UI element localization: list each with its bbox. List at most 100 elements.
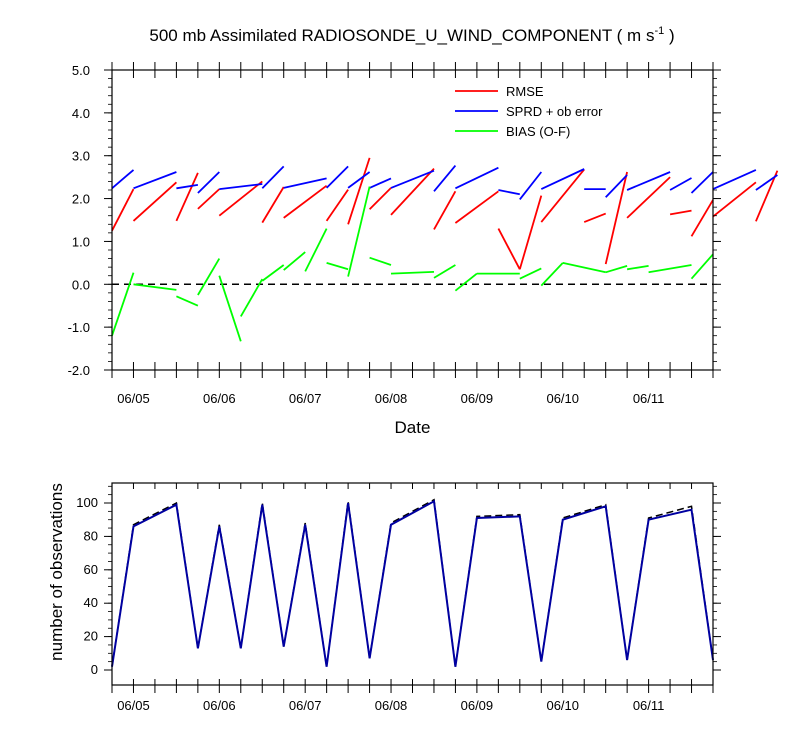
y-tick-label: 4.0 [72, 106, 90, 121]
series-segment [132, 181, 178, 222]
series-segment [369, 177, 392, 189]
series-segment [583, 212, 607, 223]
series-segment [347, 171, 371, 189]
series-segment [261, 186, 285, 224]
series-segment [261, 165, 285, 189]
legend-label: BIAS (O-F) [506, 124, 570, 139]
series-segment [433, 190, 457, 230]
y-tick-label: 5.0 [72, 63, 90, 78]
series-segment [218, 275, 242, 342]
series-segment [712, 181, 757, 218]
y-tick-label: 2.0 [72, 192, 90, 207]
x-tick-label: 06/07 [289, 698, 322, 713]
series-segment [219, 183, 263, 190]
series-segment [111, 188, 135, 232]
x-axis-title: Date [395, 418, 431, 437]
series-segment [368, 187, 392, 210]
y-tick-label: 0.0 [72, 277, 90, 292]
series-segment [283, 184, 328, 219]
series-segment [197, 171, 220, 194]
series-segment [755, 174, 778, 191]
series-segment [176, 295, 199, 307]
series-segment [604, 171, 628, 265]
y-tick-label: -1.0 [68, 320, 90, 335]
legend-label: RMSE [506, 84, 544, 99]
x-tick-label: 06/11 [633, 698, 665, 713]
series-segment [197, 258, 221, 296]
series-segment [648, 264, 692, 274]
x-tick-label: 06/10 [546, 391, 579, 406]
series-segment [669, 209, 692, 216]
y-tick-label: 40 [84, 595, 98, 610]
series-segment [197, 188, 220, 210]
series-segment [626, 265, 649, 271]
chart-title-end: ) [664, 26, 674, 45]
series-segment [454, 272, 478, 292]
series-segment [283, 251, 306, 271]
y-tick-label: 0 [91, 662, 98, 677]
x-tick-label: 06/09 [461, 698, 494, 713]
series-segment [176, 184, 199, 190]
x-tick-label: 06/06 [203, 391, 236, 406]
y-tick-label: 60 [84, 562, 98, 577]
chart-title-superscript: -1 [654, 25, 664, 37]
series-segment [540, 262, 564, 287]
bottom-chart: 0 20 40 60 80 100 06/05 06/06 06/07 06/08 06/09 06/… [47, 482, 721, 713]
series-segment [133, 171, 177, 190]
series-segment [690, 171, 714, 194]
series-segment [326, 262, 349, 271]
series-segment [455, 166, 499, 190]
y-tick-label: -2.0 [68, 363, 90, 378]
series-segment [261, 264, 285, 282]
x-tick-label: 06/05 [117, 391, 150, 406]
series-segment [347, 186, 371, 277]
top-plot-frame [111, 69, 714, 371]
series-segment [240, 278, 264, 317]
series-segment [433, 165, 457, 192]
series-segment [519, 267, 542, 280]
series-segment [626, 176, 671, 219]
series-segment [755, 170, 779, 222]
series-segment [690, 199, 714, 237]
series-segment [347, 157, 371, 225]
x-tick-label: 06/10 [546, 698, 579, 713]
y-tick-label: 3.0 [72, 149, 90, 164]
chart-title: 500 mb Assimilated RADIOSONDE_U_WIND_COM… [149, 25, 674, 45]
series-segment [518, 195, 543, 270]
x-tick-label: 06/11 [633, 391, 665, 406]
series-segment [540, 168, 585, 223]
x-tick-label: 06/06 [203, 698, 236, 713]
series-segment [175, 172, 199, 222]
series-segment [690, 253, 714, 280]
series-segment [519, 171, 543, 200]
series-sprd-ob-error [111, 165, 778, 200]
x-tick-label: 06/09 [461, 391, 494, 406]
series-segment [325, 189, 349, 222]
series-segment [283, 177, 327, 189]
series-segment [562, 262, 606, 274]
series-segment [390, 169, 435, 189]
series-segment [111, 169, 135, 189]
series-segment [498, 189, 520, 196]
series-observations-used [111, 499, 714, 667]
x-tick-label: 06/05 [117, 698, 150, 713]
y-tick-label: 1.0 [72, 234, 90, 249]
series-segment [325, 165, 349, 189]
series-segment [454, 190, 499, 224]
x-tick-label: 06/08 [375, 698, 408, 713]
series-segment [433, 264, 456, 279]
y-tick-label: 80 [84, 528, 98, 543]
legend-label: SPRD + ob error [506, 104, 603, 119]
series-segment [540, 168, 585, 190]
series-segment [390, 167, 435, 216]
series-segment [712, 169, 757, 190]
series-rmse [111, 157, 779, 270]
series-segment [497, 228, 521, 270]
series-segment [111, 272, 135, 336]
y-tick-label: 100 [76, 495, 98, 510]
series-segment [304, 228, 328, 272]
series-observations-possible [111, 498, 714, 667]
series-segment [133, 283, 177, 291]
series-segment [218, 180, 263, 217]
series-segment [626, 171, 671, 191]
